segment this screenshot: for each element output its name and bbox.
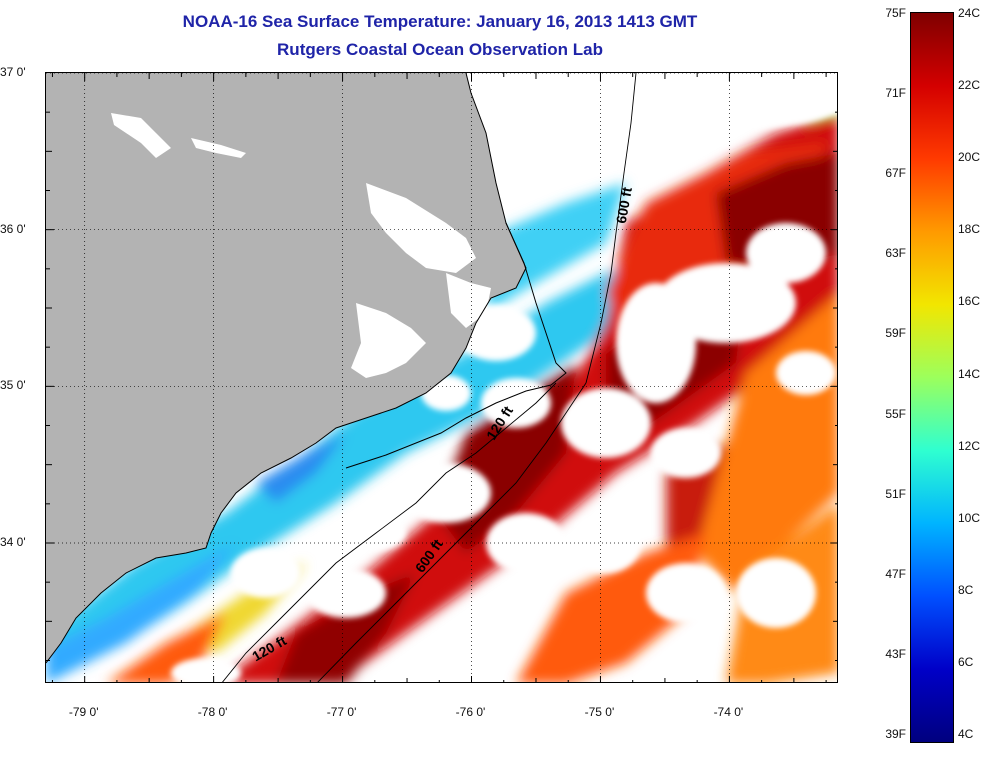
colorbar-fahrenheit-label: 63F — [885, 246, 906, 261]
longitude-label: -75 0' — [584, 705, 615, 719]
inland-water — [111, 113, 491, 378]
sst-map: 600 ft 120 ft 600 ft 120 ft — [45, 72, 838, 683]
isobath-600ft-south — [317, 382, 587, 682]
latitude-label: 37 0' — [0, 65, 26, 79]
colorbar-celsius-label: 18C — [958, 222, 981, 237]
cloud-mask — [171, 73, 837, 682]
longitude-label: -78 0' — [197, 705, 228, 719]
isobath-label: 600 ft — [613, 186, 635, 225]
colorbar-celsius-label: 16C — [958, 294, 981, 309]
colorbar-celsius-label: 10C — [958, 510, 981, 525]
barrier-islands — [345, 222, 567, 469]
chart-title: NOAA-16 Sea Surface Temperature: January… — [182, 12, 698, 31]
longitude-label: -76 0' — [455, 705, 486, 719]
colorbar-fahrenheit-label: 59F — [885, 326, 906, 341]
isobath-120ft — [222, 382, 557, 682]
colorbar-fahrenheit-label: 43F — [885, 646, 906, 661]
longitude-label: -79 0' — [68, 705, 99, 719]
colorbar-fahrenheit-label: 55F — [885, 406, 906, 421]
colorbar-fahrenheit-label: 71F — [885, 86, 906, 101]
colorbar-celsius-label: 22C — [958, 78, 981, 93]
latitude-label: 34 0' — [0, 535, 26, 549]
colorbar-celsius-label: 14C — [958, 366, 981, 381]
longitude-label: -77 0' — [326, 705, 357, 719]
colorbar-fahrenheit-label: 67F — [885, 166, 906, 181]
colorbar-fahrenheit-label: 47F — [885, 566, 906, 581]
colorbar-fahrenheit-label: 75F — [885, 6, 906, 20]
colorbar-celsius-label: 12C — [958, 438, 981, 453]
map-ticks — [46, 73, 837, 682]
chart-subtitle: Rutgers Coastal Ocean Observation Lab — [277, 40, 603, 59]
colorbar-fahrenheit-label: 39F — [885, 727, 906, 741]
colorbar-celsius-label: 20C — [958, 150, 981, 165]
colorbar-celsius-label: 4C — [958, 727, 974, 741]
colorbar-celsius-label: 8C — [958, 582, 974, 597]
colorbar — [910, 12, 954, 743]
longitude-label: -74 0' — [713, 705, 744, 719]
colorbar-celsius-label: 24C — [958, 6, 981, 20]
graticule — [46, 73, 837, 682]
isobath-600ft-north — [585, 73, 637, 384]
latitude-label: 35 0' — [0, 378, 26, 393]
latitude-label: 36 0' — [0, 221, 26, 236]
colorbar-fahrenheit-label: 51F — [885, 486, 906, 501]
colorbar-celsius-label: 6C — [958, 654, 974, 669]
